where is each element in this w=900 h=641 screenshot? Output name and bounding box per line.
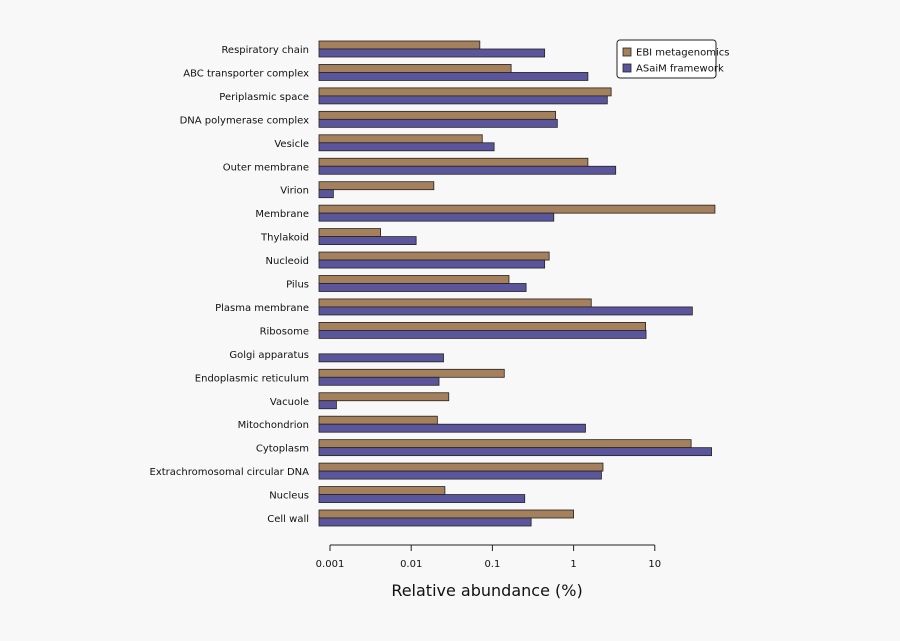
category-label: Vacuole — [270, 397, 309, 408]
category-label: Ribosome — [260, 326, 309, 337]
bar-ebi — [318, 275, 510, 284]
bar-ebi — [318, 181, 435, 191]
category-label: Outer membrane — [223, 162, 309, 173]
bar-ebi — [318, 40, 481, 50]
bar-asaim — [318, 306, 693, 316]
bar-asaim — [318, 165, 617, 175]
bar-asaim — [318, 95, 608, 105]
category-label: Vesicle — [274, 139, 309, 150]
x-tick-label: 0.001 — [316, 559, 345, 570]
category-label: Respiratory chain — [221, 45, 309, 56]
category-label: DNA polymerase complex — [180, 115, 309, 126]
bars-layer — [318, 40, 716, 527]
bar-asaim — [318, 353, 444, 363]
category-label: Cytoplasm — [256, 444, 309, 455]
bar-ebi — [318, 157, 589, 167]
bar-asaim — [318, 494, 526, 503]
category-label: Nucleoid — [266, 256, 310, 267]
x-tick-label: 1 — [570, 559, 576, 570]
bar-asaim — [318, 48, 546, 58]
bar-asaim — [318, 236, 417, 246]
legend-label-ebi: EBI metagenomics — [636, 48, 729, 59]
bar-asaim — [318, 118, 558, 128]
bar-ebi — [318, 462, 604, 472]
bar-ebi — [318, 251, 550, 261]
bar-asaim — [318, 447, 712, 457]
bar-asaim — [318, 423, 586, 433]
category-label: Golgi apparatus — [229, 350, 309, 361]
x-tick-label: 10 — [648, 559, 661, 570]
bar-ebi — [318, 64, 512, 73]
category-labels: Respiratory chain ABC transporter complex… — [150, 45, 310, 525]
x-tick-label: 0.1 — [484, 559, 500, 570]
x-axis-label: Relative abundance (%) — [391, 581, 582, 600]
bar-ebi — [318, 110, 556, 120]
bar-ebi — [318, 87, 612, 97]
bar-ebi — [318, 321, 646, 331]
x-axis: 0.001 0.01 0.1 1 10 — [316, 544, 661, 570]
category-label: Endoplasmic reticulum — [195, 373, 309, 384]
bar-ebi — [318, 392, 450, 402]
bar-ebi — [318, 298, 592, 308]
bar-asaim — [318, 400, 337, 410]
bar-asaim — [318, 189, 334, 199]
category-label: Mitochondrion — [238, 420, 309, 431]
bar-asaim — [318, 259, 546, 269]
legend-swatch-asaim — [622, 63, 632, 73]
x-tick-label: 0.01 — [400, 559, 422, 570]
category-label: Periplasmic space — [219, 92, 309, 103]
bar-asaim — [318, 329, 647, 339]
category-label: Thylakoid — [260, 233, 309, 244]
bar-asaim — [318, 283, 527, 292]
bar-ebi — [318, 486, 446, 495]
bar-asaim — [318, 470, 602, 480]
category-label: Membrane — [255, 209, 309, 220]
bar-asaim — [318, 517, 532, 527]
legend-swatch-ebi — [622, 47, 632, 57]
bar-asaim — [318, 376, 440, 386]
category-label: Plasma membrane — [215, 303, 309, 314]
bar-asaim — [318, 72, 589, 81]
legend-box — [616, 39, 717, 79]
category-label: Pilus — [286, 280, 309, 291]
bar-asaim — [318, 212, 555, 222]
category-label: Nucleus — [269, 491, 309, 502]
bar-ebi — [318, 415, 438, 425]
category-label: Extrachromosomal circular DNA — [150, 467, 310, 478]
category-label: Cell wall — [267, 514, 309, 525]
legend-label-asaim: ASaiM framework — [636, 64, 724, 75]
legend: EBI metagenomics ASaiM framework — [616, 39, 729, 79]
bar-asaim — [318, 142, 495, 152]
bar-ebi — [318, 368, 505, 378]
category-label: Virion — [280, 186, 309, 197]
bar-ebi — [318, 439, 692, 449]
category-label: ABC transporter complex — [183, 68, 309, 79]
bar-ebi — [318, 509, 575, 519]
bar-ebi — [318, 228, 382, 238]
bar-ebi — [318, 204, 716, 214]
bar-ebi — [318, 134, 483, 144]
